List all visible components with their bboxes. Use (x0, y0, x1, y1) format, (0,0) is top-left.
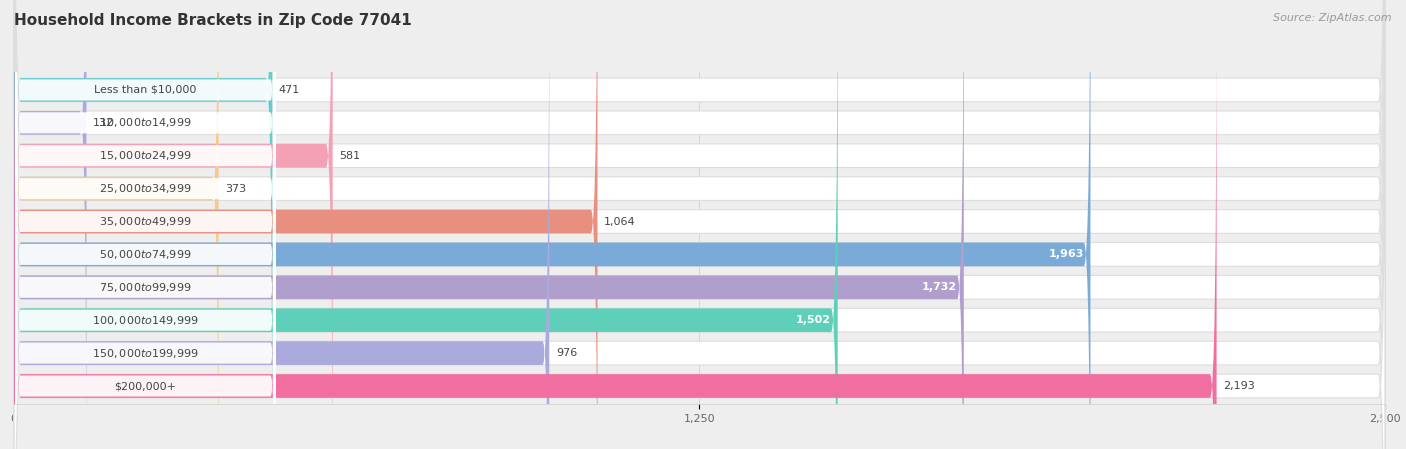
Text: 1,732: 1,732 (922, 282, 957, 292)
FancyBboxPatch shape (14, 0, 1385, 449)
FancyBboxPatch shape (15, 101, 276, 449)
Text: 1,963: 1,963 (1049, 249, 1084, 260)
FancyBboxPatch shape (14, 0, 598, 449)
Text: 1,502: 1,502 (796, 315, 831, 325)
FancyBboxPatch shape (15, 0, 276, 375)
FancyBboxPatch shape (15, 0, 276, 449)
FancyBboxPatch shape (14, 0, 218, 449)
FancyBboxPatch shape (14, 0, 1091, 449)
FancyBboxPatch shape (15, 67, 276, 449)
FancyBboxPatch shape (14, 0, 1385, 449)
Text: $150,000 to $199,999: $150,000 to $199,999 (91, 347, 198, 360)
Text: 581: 581 (339, 151, 360, 161)
FancyBboxPatch shape (14, 0, 550, 449)
FancyBboxPatch shape (15, 35, 276, 449)
Text: 132: 132 (93, 118, 114, 128)
FancyBboxPatch shape (15, 0, 276, 449)
FancyBboxPatch shape (14, 0, 838, 449)
FancyBboxPatch shape (14, 0, 1385, 449)
FancyBboxPatch shape (14, 0, 273, 449)
Text: 471: 471 (278, 85, 299, 95)
Text: Less than $10,000: Less than $10,000 (94, 85, 197, 95)
Text: $10,000 to $14,999: $10,000 to $14,999 (100, 116, 191, 129)
FancyBboxPatch shape (14, 0, 1385, 449)
FancyBboxPatch shape (14, 0, 1385, 449)
FancyBboxPatch shape (14, 3, 1385, 449)
Text: Source: ZipAtlas.com: Source: ZipAtlas.com (1274, 13, 1392, 23)
Text: $50,000 to $74,999: $50,000 to $74,999 (100, 248, 191, 261)
FancyBboxPatch shape (15, 2, 276, 449)
FancyBboxPatch shape (14, 0, 1385, 449)
Text: 976: 976 (555, 348, 576, 358)
FancyBboxPatch shape (14, 0, 333, 449)
Text: 373: 373 (225, 184, 246, 194)
FancyBboxPatch shape (14, 0, 86, 449)
Text: $100,000 to $149,999: $100,000 to $149,999 (91, 314, 198, 327)
Text: $25,000 to $34,999: $25,000 to $34,999 (100, 182, 191, 195)
FancyBboxPatch shape (14, 3, 1216, 449)
Text: $15,000 to $24,999: $15,000 to $24,999 (100, 149, 191, 162)
FancyBboxPatch shape (15, 0, 276, 449)
Text: $75,000 to $99,999: $75,000 to $99,999 (100, 281, 191, 294)
FancyBboxPatch shape (14, 0, 963, 449)
Text: 2,193: 2,193 (1223, 381, 1256, 391)
Text: $35,000 to $49,999: $35,000 to $49,999 (100, 215, 191, 228)
FancyBboxPatch shape (14, 0, 1385, 449)
FancyBboxPatch shape (14, 0, 1385, 449)
Text: $200,000+: $200,000+ (114, 381, 176, 391)
FancyBboxPatch shape (15, 0, 276, 441)
FancyBboxPatch shape (14, 0, 1385, 449)
Text: 1,064: 1,064 (605, 216, 636, 227)
FancyBboxPatch shape (15, 0, 276, 409)
Text: Household Income Brackets in Zip Code 77041: Household Income Brackets in Zip Code 77… (14, 13, 412, 28)
